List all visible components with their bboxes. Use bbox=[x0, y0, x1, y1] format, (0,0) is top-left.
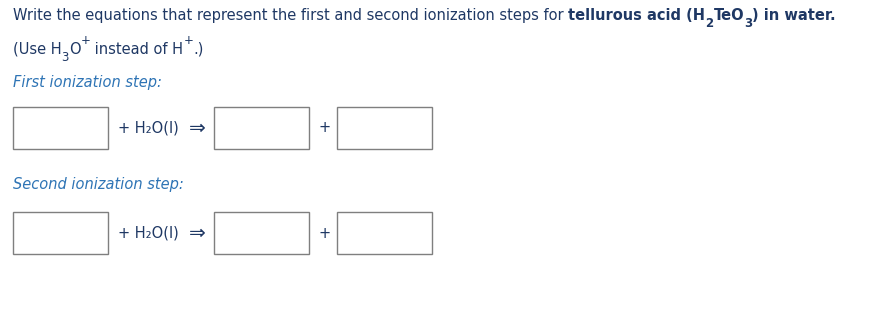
Text: instead of H: instead of H bbox=[91, 42, 184, 57]
Text: First ionization step:: First ionization step: bbox=[13, 75, 162, 90]
Text: +: + bbox=[319, 226, 330, 240]
Text: ⇒: ⇒ bbox=[189, 118, 205, 138]
Text: +: + bbox=[319, 121, 330, 136]
Text: ) in water.: ) in water. bbox=[753, 8, 836, 23]
Text: 3: 3 bbox=[62, 51, 69, 64]
Text: 2: 2 bbox=[705, 17, 713, 30]
Text: .): .) bbox=[193, 42, 204, 57]
Bar bbox=[336, 107, 432, 149]
Text: Second ionization step:: Second ionization step: bbox=[13, 177, 184, 192]
Bar bbox=[336, 212, 432, 254]
Text: Write the equations that represent the first and second ionization steps for: Write the equations that represent the f… bbox=[13, 8, 568, 23]
Text: O: O bbox=[69, 42, 80, 57]
Text: + H₂O(l): + H₂O(l) bbox=[118, 121, 179, 136]
Text: +: + bbox=[80, 34, 91, 47]
Text: + H₂O(l): + H₂O(l) bbox=[118, 226, 179, 240]
Text: ⇒: ⇒ bbox=[189, 223, 205, 243]
Text: 3: 3 bbox=[744, 17, 753, 30]
Bar bbox=[213, 212, 309, 254]
Text: 3: 3 bbox=[62, 44, 69, 57]
Text: 2: 2 bbox=[705, 10, 713, 23]
Text: +: + bbox=[184, 34, 193, 47]
Text: +: + bbox=[184, 44, 193, 57]
Bar bbox=[13, 107, 108, 149]
Text: +: + bbox=[80, 44, 91, 57]
Bar bbox=[213, 107, 309, 149]
Text: TeO: TeO bbox=[713, 8, 744, 23]
Text: (Use H: (Use H bbox=[13, 42, 62, 57]
Text: tellurous acid (H: tellurous acid (H bbox=[568, 8, 705, 23]
Bar bbox=[13, 212, 108, 254]
Text: 3: 3 bbox=[744, 10, 753, 23]
